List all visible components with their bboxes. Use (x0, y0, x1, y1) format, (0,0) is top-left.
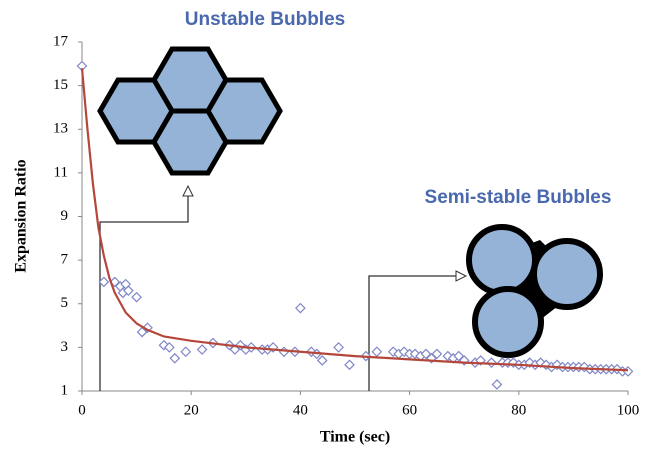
y-tick-label: 5 (61, 295, 69, 311)
data-point (198, 345, 207, 354)
hexagon (154, 111, 226, 173)
arrow (369, 276, 458, 391)
y-tick-label: 1 (61, 382, 69, 398)
y-tick-label: 9 (61, 208, 69, 224)
data-point (296, 304, 305, 313)
bubble (534, 241, 600, 307)
x-tick-label: 20 (184, 402, 199, 418)
y-axis-title: Expansion Ratio (13, 159, 30, 272)
x-tick-label: 100 (617, 402, 640, 418)
data-point (181, 347, 190, 356)
x-tick-label: 0 (78, 402, 86, 418)
data-point (334, 343, 343, 352)
x-axis-title: Time (sec) (320, 429, 390, 446)
data-point (132, 293, 141, 302)
data-point (318, 356, 327, 365)
data-point (372, 347, 381, 356)
bubble (475, 289, 541, 355)
x-tick-label: 40 (293, 402, 308, 418)
x-tick-label: 80 (511, 402, 526, 418)
y-tick-label: 15 (53, 77, 68, 93)
arrow-head (183, 186, 193, 196)
annotation: Unstable Bubbles (185, 9, 345, 30)
hexagon-cluster (100, 49, 280, 173)
arrow-head (456, 271, 466, 281)
bubble (469, 227, 535, 293)
data-point (170, 354, 179, 363)
data-point (492, 380, 501, 389)
chart: Unstable Bubbles Semi-stable Bubbles Tim… (0, 0, 646, 449)
bubble-cluster (469, 227, 600, 355)
annotation: Semi-stable Bubbles (425, 187, 612, 208)
y-tick-label: 13 (53, 121, 68, 137)
data-point (345, 360, 354, 369)
x-tick-label: 60 (402, 402, 417, 418)
y-tick-label: 17 (53, 33, 69, 49)
y-tick-label: 7 (61, 252, 69, 268)
data-point (624, 367, 633, 376)
y-tick-label: 11 (54, 164, 68, 180)
data-point (99, 277, 108, 286)
y-tick-label: 3 (61, 339, 69, 355)
